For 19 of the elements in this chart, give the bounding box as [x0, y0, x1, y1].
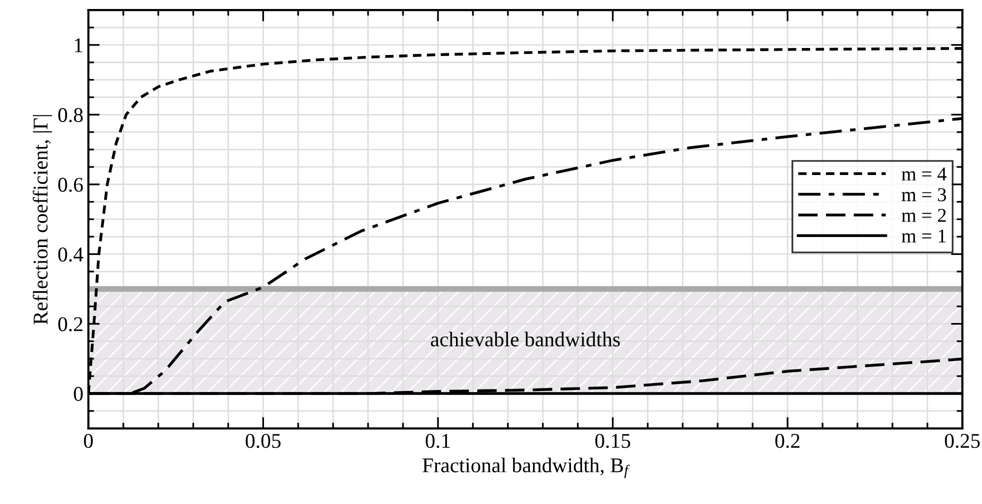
x-tick-label: 0.25 — [944, 434, 980, 448]
legend-label: m = 2 — [902, 208, 946, 222]
y-tick-label: 1 — [74, 38, 82, 52]
x-tick-label: 0.15 — [595, 434, 630, 448]
y-tick-label: 0.4 — [58, 247, 84, 262]
legend-label: m = 4 — [902, 168, 946, 180]
x-tick-label: 0.2 — [775, 434, 800, 448]
x-tick-label: 0.05 — [246, 434, 281, 448]
y-tick-label: 0.2 — [58, 317, 82, 332]
x-tick-label: 0.1 — [426, 434, 450, 448]
legend-label: m = 1 — [902, 230, 946, 242]
band-label: achievable bandwidths — [430, 332, 620, 346]
y-tick-label: 0.6 — [58, 178, 83, 192]
y-tick-label: 0.8 — [58, 108, 83, 122]
legend-label: m = 3 — [902, 188, 946, 202]
y-tick-label: 0 — [74, 386, 83, 401]
x-tick-label: 0 — [84, 434, 93, 448]
y-axis-title: Reflection coefficient, |Γ| — [32, 115, 52, 324]
x-axis-title: Fractional bandwidth, B$_{f}$ — [422, 458, 630, 478]
